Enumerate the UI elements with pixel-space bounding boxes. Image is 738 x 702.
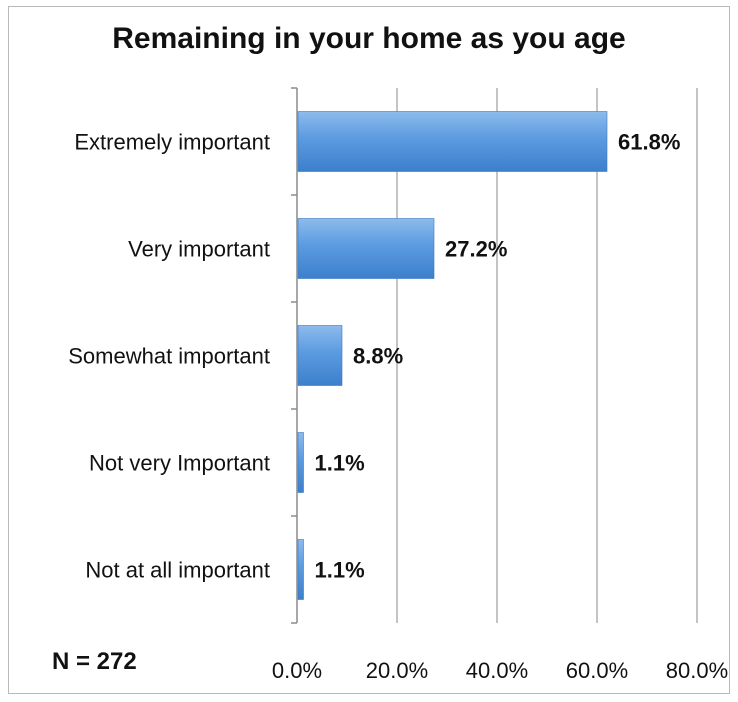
bar <box>297 111 608 172</box>
category-label: Very important <box>128 237 270 262</box>
data-label: 27.2% <box>445 237 507 262</box>
x-tick-label: 60.0% <box>566 658 628 683</box>
data-label: 1.1% <box>315 451 365 476</box>
sample-size-note: N = 272 <box>52 648 137 675</box>
bar <box>297 432 304 493</box>
chart-title: Remaining in your home as you age <box>112 22 626 55</box>
bar <box>297 539 304 600</box>
x-tick-label: 40.0% <box>466 658 528 683</box>
x-tick-label: 20.0% <box>366 658 428 683</box>
x-tick-label: 80.0% <box>666 658 728 683</box>
category-label: Not at all important <box>85 558 270 583</box>
category-label: Extremely important <box>74 130 270 155</box>
category-label: Not very Important <box>89 451 270 476</box>
data-label: 61.8% <box>618 130 680 155</box>
bar <box>297 218 435 279</box>
data-label: 8.8% <box>353 344 403 369</box>
category-label: Somewhat important <box>68 344 270 369</box>
x-tick-label: 0.0% <box>272 658 322 683</box>
bar <box>297 325 343 386</box>
data-label: 1.1% <box>315 558 365 583</box>
